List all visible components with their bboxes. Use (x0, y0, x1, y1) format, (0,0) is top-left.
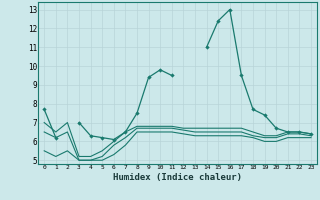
X-axis label: Humidex (Indice chaleur): Humidex (Indice chaleur) (113, 173, 242, 182)
